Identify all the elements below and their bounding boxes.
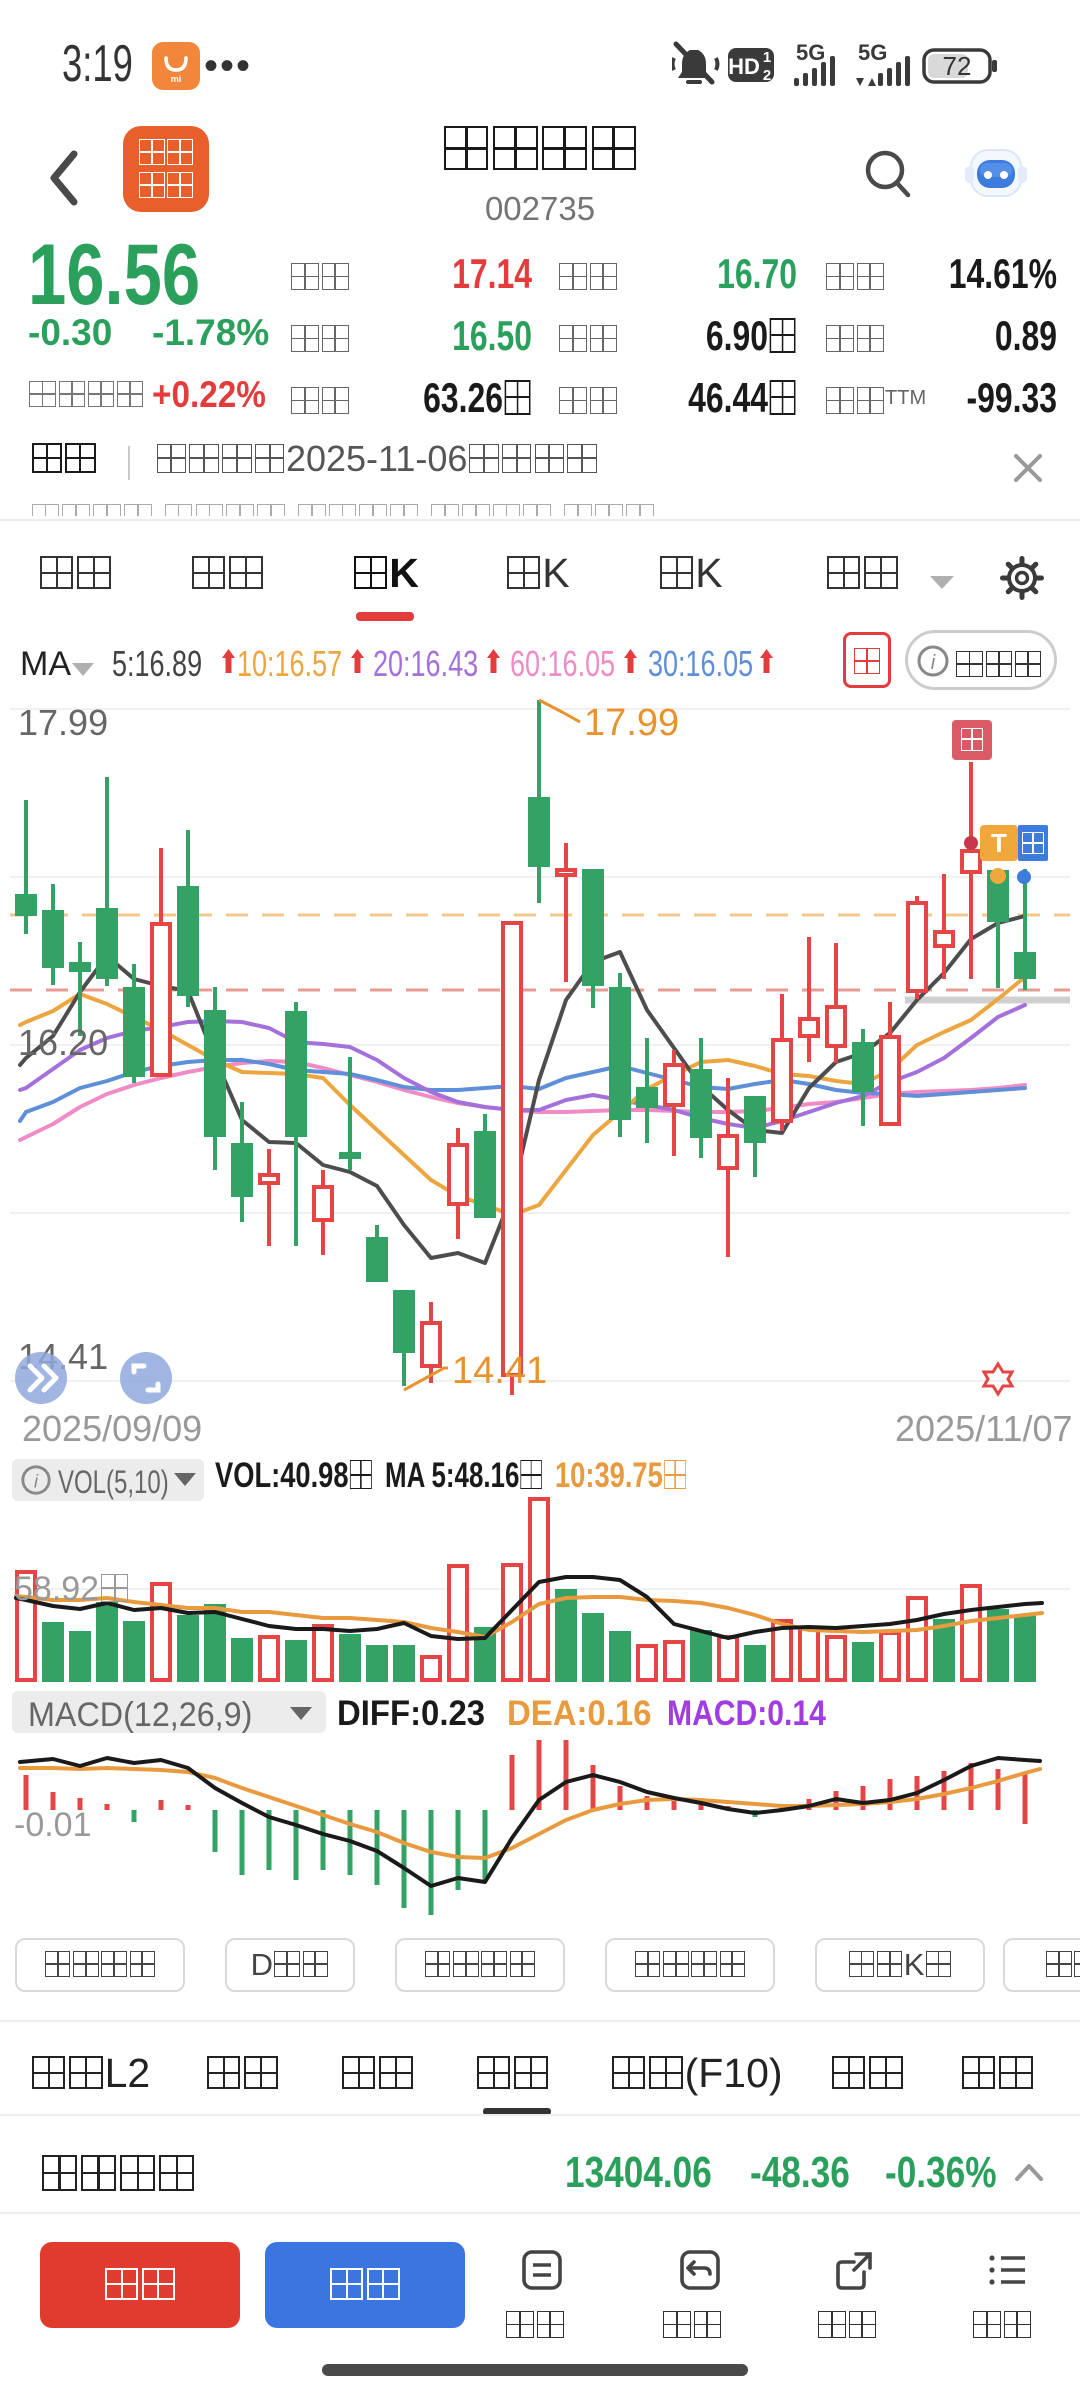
svg-text:1: 1 [763, 49, 771, 66]
svg-text:HD: HD [728, 54, 760, 79]
svg-text:72: 72 [943, 51, 972, 81]
svg-text:i: i [931, 652, 936, 674]
svg-text:i: i [34, 1471, 39, 1492]
svg-text:2: 2 [763, 67, 771, 84]
svg-text:5G: 5G [796, 40, 825, 65]
svg-text:mi: mi [171, 74, 182, 84]
svg-text:5G: 5G [858, 40, 887, 65]
